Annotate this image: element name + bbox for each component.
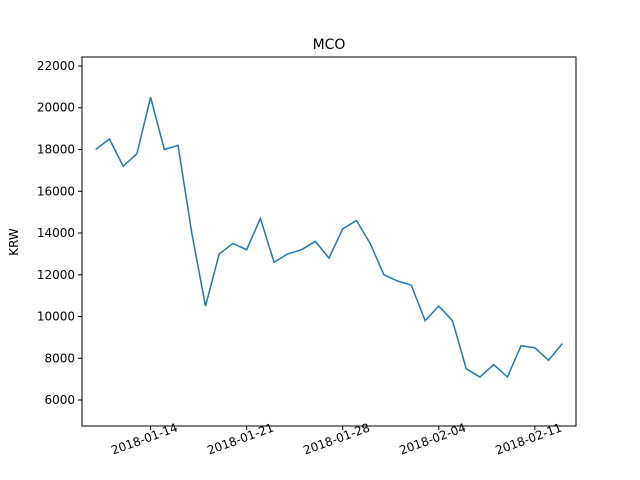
plot-frame: [81, 56, 577, 427]
data-line: [95, 97, 563, 379]
y-tick-label: 16000: [37, 184, 75, 198]
y-tick-label: 8000: [44, 351, 75, 365]
y-tick-label: 12000: [37, 268, 75, 282]
y-tick-label: 14000: [37, 226, 75, 240]
y-axis-label: KRW: [7, 228, 21, 256]
y-tick-label: 20000: [37, 101, 75, 115]
chart-title: MCO: [313, 37, 346, 53]
y-tick-label: 6000: [44, 393, 75, 407]
y-tick-label: 10000: [37, 310, 75, 324]
y-tick-label: 18000: [37, 143, 75, 157]
y-tick-label: 22000: [37, 59, 75, 73]
